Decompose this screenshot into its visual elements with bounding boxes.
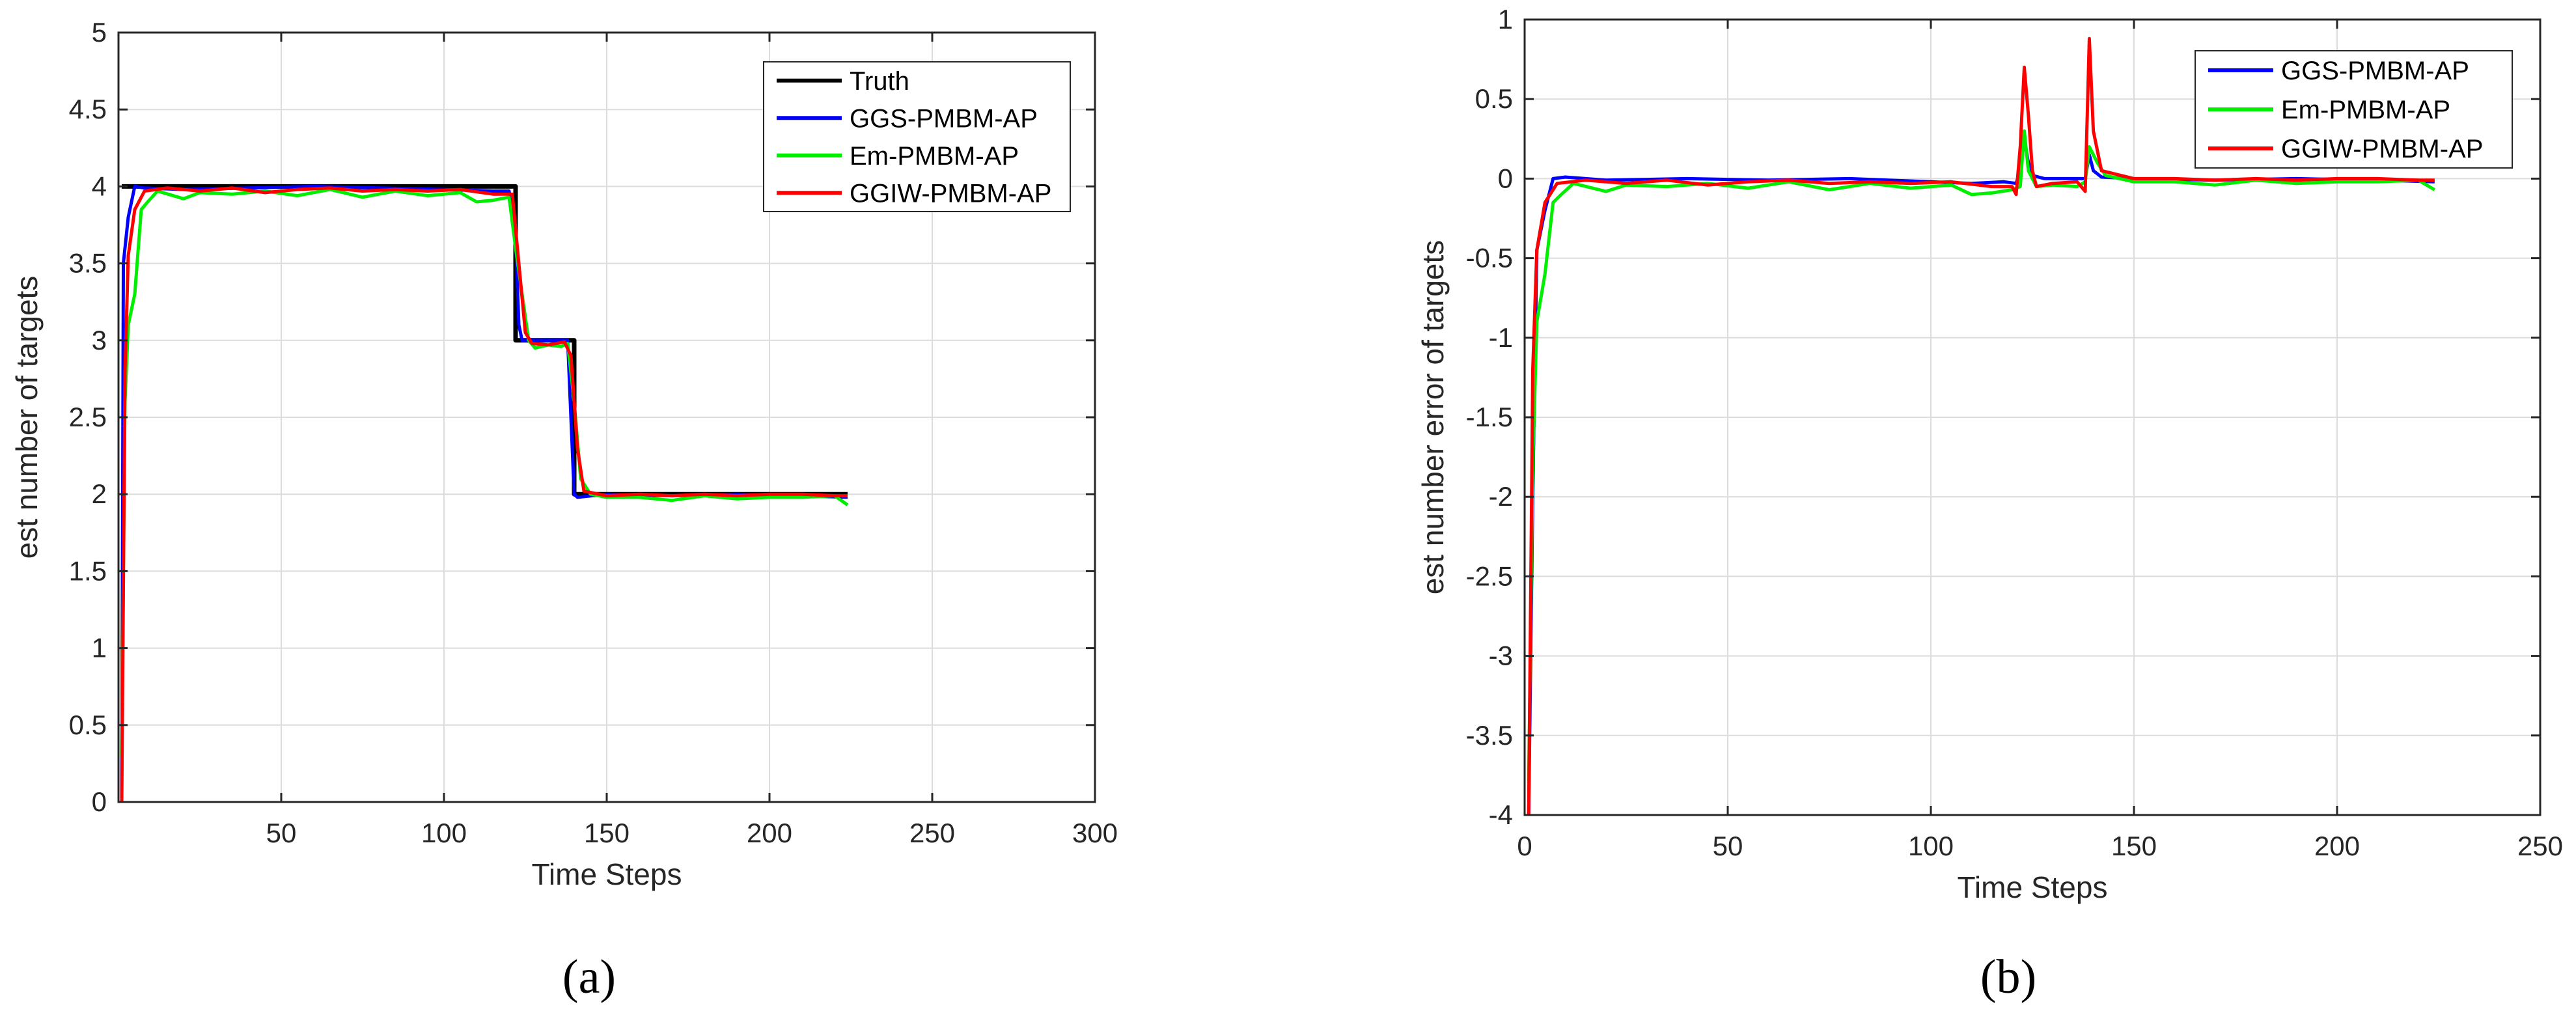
y-tick-label: 5	[92, 17, 107, 48]
chart-panel-b: 0 50 100 150 200 250 -4 -3.5 -3 -2.5 -2 -1.5 -1 -0.5 0…	[1416, 4, 2563, 1004]
series-line-2	[1527, 36, 2435, 815]
series-line-2	[120, 187, 849, 756]
x-tick-label: 50	[1713, 831, 1743, 861]
x-tick-label: 100	[1908, 831, 1954, 861]
legend-label: GGS-PMBM-AP	[850, 104, 1038, 133]
y-tick-label: -3	[1489, 641, 1513, 671]
x-tick-label: 200	[747, 818, 792, 848]
x-tick-label: 300	[1072, 818, 1118, 848]
y-tick-label: 1	[92, 633, 107, 663]
y-axis-label: est number error of targets	[1416, 240, 1450, 595]
y-axis-label: est number of targets	[10, 276, 44, 559]
legend-label: GGIW-PMBM-AP	[850, 179, 1051, 208]
legend-box	[763, 61, 1071, 212]
y-tick-label: -0.5	[1466, 243, 1513, 273]
legend-label: Em-PMBM-AP	[850, 142, 1019, 171]
y-tick-label: 2.5	[69, 402, 107, 432]
x-tick-label: 150	[2111, 831, 2157, 861]
y-tick-label: -4	[1489, 799, 1513, 830]
x-axis-label: Time Steps	[532, 857, 682, 891]
y-tick-label: -2.5	[1466, 560, 1513, 591]
x-tick-label: 250	[2517, 831, 2563, 861]
panel-label: (b)	[1980, 950, 2036, 1004]
legend-label: Em-PMBM-AP	[2281, 96, 2450, 124]
y-tick-label: -2	[1489, 481, 1513, 512]
y-tick-label: 2	[92, 478, 107, 509]
x-tick-label: 250	[909, 818, 955, 848]
chart-panel-a: 50 100 150 200 250 300 0 0.5 1 1.5 2 2.5 3 3.5 4 4.5 5 Ti…	[10, 17, 1118, 1004]
y-tick-label: 3	[92, 325, 107, 355]
x-tick-label: 150	[584, 818, 630, 848]
legend-label: Truth	[850, 67, 909, 96]
x-tick-label: 0	[1517, 831, 1532, 861]
y-tick-label: 0.5	[69, 710, 107, 740]
y-tick-label: -3.5	[1466, 720, 1513, 751]
legend-label: GGS-PMBM-AP	[2281, 57, 2469, 85]
y-tick-label: 0	[92, 786, 107, 817]
y-tick-label: 4	[92, 171, 107, 201]
y-tick-label: 3.5	[69, 248, 107, 279]
x-tick-label: 200	[2314, 831, 2360, 861]
y-tick-label: -1	[1489, 322, 1513, 353]
y-tick-label: -1.5	[1466, 402, 1513, 432]
x-tick-label: 50	[266, 818, 297, 848]
x-axis-label: Time Steps	[1958, 870, 2108, 904]
y-tick-label: 0	[1498, 163, 1513, 193]
y-tick-label: 1	[1498, 4, 1513, 35]
x-tick-label: 100	[421, 818, 467, 848]
series-line-3	[120, 186, 848, 802]
panel-label: (a)	[562, 950, 616, 1004]
y-tick-label: 4.5	[69, 94, 107, 124]
y-tick-label: 1.5	[69, 555, 107, 586]
y-tick-label: 0.5	[1475, 83, 1513, 114]
legend-label: GGIW-PMBM-AP	[2281, 135, 2483, 163]
